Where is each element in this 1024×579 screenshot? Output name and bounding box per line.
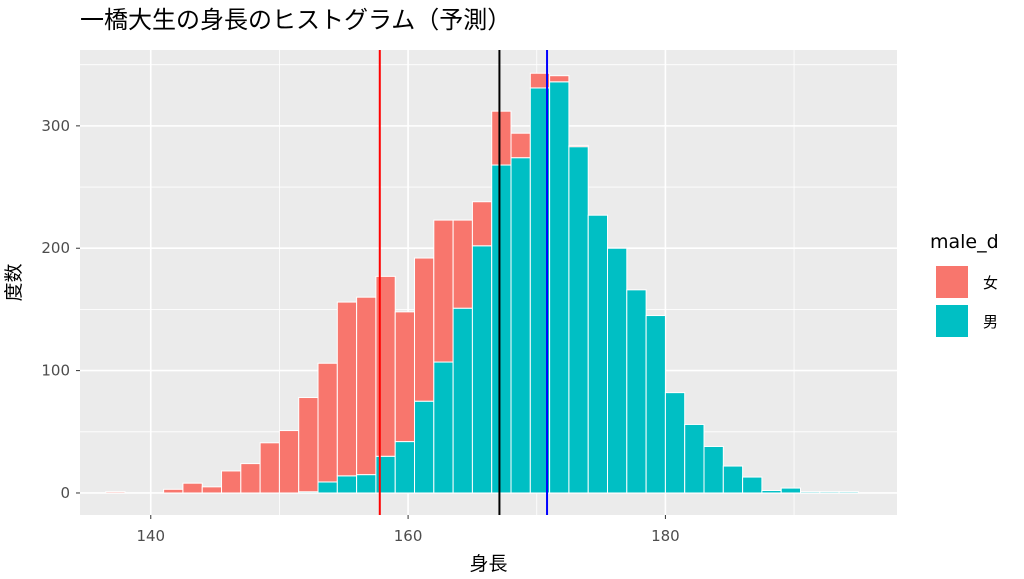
bar-female <box>414 257 435 402</box>
reference-lines <box>378 50 549 515</box>
legend-swatch-male <box>936 305 968 337</box>
x-tick-label: 180 <box>651 527 680 545</box>
bar-male <box>510 157 531 494</box>
y-tick-label: 200 <box>41 239 70 257</box>
bar-male <box>703 445 724 494</box>
bar-female <box>510 132 531 159</box>
bar-male <box>336 475 358 494</box>
bar-female <box>259 442 280 494</box>
bar-male <box>684 423 705 494</box>
x-tick-label: 140 <box>136 527 165 545</box>
bar-female <box>105 491 126 494</box>
bar-male <box>780 487 802 494</box>
bar-male <box>356 474 377 494</box>
bar-male <box>664 392 686 494</box>
bar-male <box>645 315 666 494</box>
y-tick-label: 100 <box>41 362 70 380</box>
legend-title: male_d <box>930 231 999 253</box>
bar-male <box>761 490 782 494</box>
x-tick-label: 160 <box>394 527 423 545</box>
bar-male <box>433 361 454 494</box>
bar-male <box>317 481 338 494</box>
bar-male <box>838 491 859 494</box>
y-tick-label: 0 <box>60 484 70 502</box>
bar-male <box>587 214 609 494</box>
bar-female <box>394 311 416 443</box>
bar-female <box>163 488 184 494</box>
bar-male <box>568 146 589 494</box>
bar-female <box>278 430 300 494</box>
bar-female <box>317 362 338 483</box>
bar-female <box>549 75 570 83</box>
bar-female <box>240 463 261 494</box>
bar-male <box>819 491 840 494</box>
bar-female <box>221 470 242 494</box>
bar-male <box>607 247 628 494</box>
bar-female <box>433 219 454 363</box>
bar-female <box>471 201 493 247</box>
bars <box>105 72 859 494</box>
legend-label-female: 女 <box>983 274 998 292</box>
bar-male <box>452 307 473 494</box>
bar-female <box>336 301 358 477</box>
bar-female <box>568 144 589 148</box>
legend: male_d 女 男 <box>930 231 999 337</box>
bar-female <box>298 397 319 493</box>
bar-male <box>800 491 821 494</box>
bar-male <box>491 164 512 494</box>
y-axis-title: 度数 <box>3 263 25 301</box>
bar-male <box>722 465 744 494</box>
bar-female <box>491 110 512 166</box>
bar-male <box>742 476 763 494</box>
bar-female <box>452 219 473 309</box>
bar-male <box>394 441 416 494</box>
bar-female <box>356 296 377 476</box>
axes: 140 160 180 0 100 200 300 <box>41 117 679 545</box>
x-axis-title: 身長 <box>469 553 507 575</box>
bar-male <box>626 289 647 494</box>
bar-male <box>414 400 435 494</box>
bar-female <box>201 486 223 494</box>
legend-label-male: 男 <box>983 313 998 331</box>
legend-swatch-female <box>936 266 968 298</box>
y-tick-label: 300 <box>41 117 70 135</box>
bar-female <box>182 482 203 494</box>
bar-male <box>471 245 493 494</box>
bar-male <box>549 81 570 494</box>
chart-title: 一橋大生の身長のヒストグラム（予測） <box>80 6 511 34</box>
